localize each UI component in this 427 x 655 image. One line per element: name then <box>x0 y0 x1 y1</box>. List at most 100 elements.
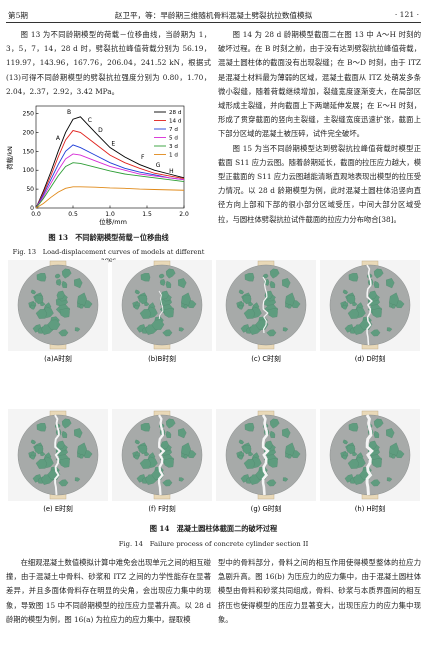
aggregate <box>370 329 381 337</box>
aggregate <box>55 279 62 286</box>
aggregate <box>59 307 70 318</box>
aggregate <box>58 329 69 337</box>
figure: (a)A时刻 (b)B时刻 (c) C时刻 (d) D时刻 (e) E时刻 (f) F时刻… <box>8 260 420 513</box>
aggregate <box>282 428 291 439</box>
legend-label: 5 d <box>169 136 178 142</box>
aggregate <box>58 479 69 487</box>
data-line <box>35 130 185 209</box>
crack <box>366 264 373 346</box>
aggregate <box>139 459 151 469</box>
aggregate <box>158 273 165 279</box>
aggregate <box>34 444 44 455</box>
paragraph: 图 13 为不同龄期模型的荷载－位移曲线，当龄期为 1，3，5，7，14，28 … <box>6 30 211 96</box>
panel-label: (h) H时刻 <box>355 504 386 513</box>
x-tick-label: 0.5 <box>68 211 78 218</box>
aggregate <box>160 440 169 450</box>
y-tick-label: 200 <box>23 129 35 136</box>
aggregate <box>134 439 141 445</box>
y-tick-label: 250 <box>23 111 35 118</box>
panel-label: (b)B时刻 <box>148 354 176 363</box>
aggregate <box>267 457 278 468</box>
crack <box>261 414 270 496</box>
aggregate <box>238 439 245 445</box>
legend-label: 7 d <box>169 127 178 133</box>
crack <box>157 414 166 496</box>
aggregate <box>386 477 393 482</box>
aggregate <box>287 304 292 309</box>
aggregate <box>162 329 173 337</box>
figure-caption-en: Fig. 14 Failure process of concrete cyli… <box>118 540 309 548</box>
aggregate <box>140 423 151 432</box>
aggregate <box>181 442 191 457</box>
aggregate <box>178 278 187 289</box>
paragraph: 图 15 为当不同龄期模型达到劈裂抗拉峰值荷载时模型正截面 S11 应力云图。随… <box>218 143 421 224</box>
aggregate <box>163 457 174 468</box>
legend-label: 1 d <box>169 153 178 159</box>
aggregate <box>77 442 87 457</box>
aggregate <box>269 418 280 429</box>
aggregate <box>77 292 87 307</box>
legend-label: 3 d <box>169 144 178 150</box>
annotation: A <box>56 135 61 142</box>
aggregate <box>178 327 185 332</box>
aggregate <box>74 327 81 332</box>
figure-caption: 图 13 不同龄期模型荷载－位移曲线 <box>48 233 169 242</box>
aggregate <box>243 459 255 469</box>
aggregate <box>34 294 44 305</box>
panel-label: (a)A时刻 <box>44 354 72 363</box>
aggregate <box>373 418 384 429</box>
aggregate <box>61 268 72 279</box>
aggregate <box>134 454 140 460</box>
aggregate <box>269 430 276 438</box>
aggregate <box>285 292 295 307</box>
aggregate <box>35 459 47 469</box>
header-issue: 第5期 <box>8 11 29 20</box>
y-tick-label: 150 <box>23 148 35 155</box>
aggregate <box>183 304 188 309</box>
y-tick-label: 50 <box>26 186 34 193</box>
aggregate <box>269 268 280 279</box>
aggregate <box>61 280 68 288</box>
aggregate <box>348 423 359 432</box>
aggregate <box>162 479 173 487</box>
aggregate <box>370 479 381 487</box>
panel-label: (f) F时刻 <box>148 504 176 513</box>
annotation: E <box>111 141 115 148</box>
header-rule <box>6 22 421 23</box>
aggregate <box>54 273 61 279</box>
crack <box>158 290 164 320</box>
aggregate <box>56 440 65 450</box>
aggregate <box>262 273 269 279</box>
aggregate <box>389 442 399 457</box>
aggregate <box>352 452 358 457</box>
aggregate <box>368 440 377 450</box>
aggregate <box>40 452 46 457</box>
annotation: H <box>169 168 174 175</box>
data-line <box>35 162 185 209</box>
legend-label: 28 d <box>169 110 182 116</box>
x-tick-label: 1.5 <box>142 211 152 218</box>
aggregate <box>389 292 399 307</box>
panel-label: (e) E时刻 <box>43 504 73 513</box>
aggregate <box>238 304 244 310</box>
header-title: 赵卫平，等：早龄期三维随机骨料混凝土劈裂抗拉数值模拟 <box>114 11 313 20</box>
paragraph: 型中的骨料部分，骨料之间的相互作用使得模型整体的拉应力急剧升高。图 16(b) … <box>218 558 421 624</box>
annotation: D <box>98 127 103 134</box>
annotation: C <box>88 117 92 124</box>
header-page: · 121 · <box>394 10 419 19</box>
aggregate <box>138 294 148 305</box>
panel-label: (c) C时刻 <box>251 354 281 363</box>
aggregate <box>134 304 140 310</box>
aggregate <box>144 302 150 307</box>
aggregate <box>386 327 393 332</box>
aggregate <box>347 459 359 469</box>
aggregate <box>373 430 380 438</box>
aggregate <box>352 302 358 307</box>
aggregate <box>266 479 277 487</box>
aggregate <box>61 418 72 429</box>
aggregate <box>178 477 185 482</box>
aggregate <box>238 289 245 295</box>
aggregate <box>160 290 169 300</box>
x-axis-label: 位移/mm <box>99 217 127 226</box>
